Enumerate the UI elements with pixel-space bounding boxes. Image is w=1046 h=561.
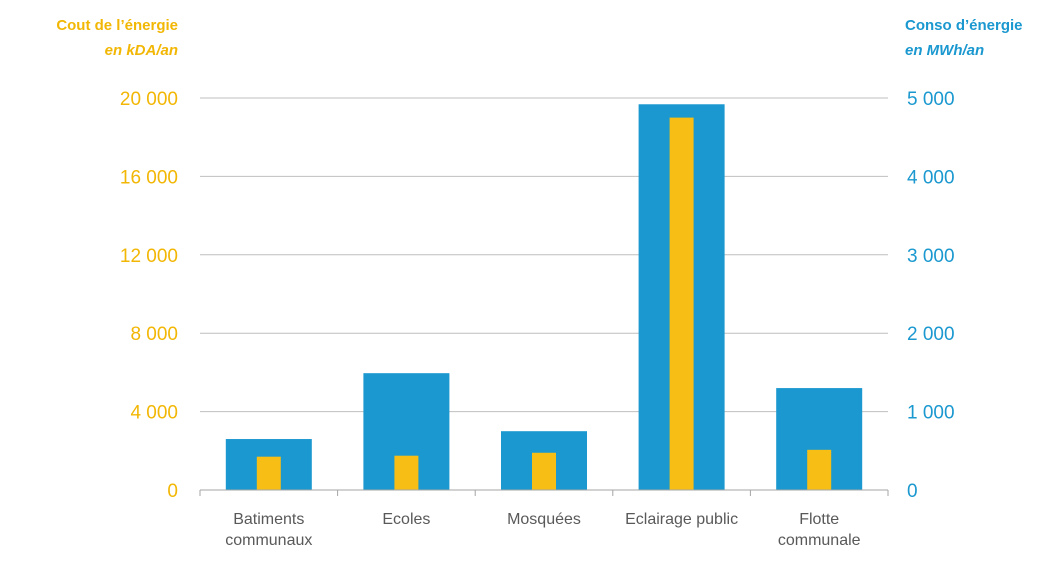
category-label-line: Mosquées (507, 511, 581, 528)
left-tick-label: 12 000 (120, 246, 178, 267)
category-label: Flotte communale (778, 511, 861, 549)
grid-layer (200, 97, 888, 413)
cost-bar (669, 117, 694, 490)
left-tick-label: 0 (167, 481, 178, 502)
category-label-line: Ecoles (382, 511, 430, 528)
right-tick-label: 3 000 (907, 246, 955, 267)
category-label: Batiments communaux (225, 511, 312, 549)
category-label: Mosquées (507, 511, 581, 528)
left-axis-title-line2: en kDA/an (105, 42, 178, 59)
right-tick-label: 5 000 (907, 89, 955, 110)
cost-bar (256, 456, 281, 490)
category-label-line: communaux (225, 532, 312, 549)
left-axis-title-line1: Cout de l’énergie (56, 17, 178, 34)
category-label-line: Eclairage public (625, 511, 738, 528)
category-label-line: communale (778, 532, 861, 549)
right-tick-label: 2 000 (907, 324, 955, 345)
cost-bar (394, 455, 419, 490)
left-tick-label: 4 000 (130, 403, 178, 424)
category-label: Ecoles (382, 511, 430, 528)
left-tick-label: 8 000 (130, 324, 178, 345)
bars-layer (225, 104, 863, 490)
left-tick-label: 20 000 (120, 89, 178, 110)
axis-layer: 0 4 000 8 000 12 000 16 000 20 000 0 1 000 2 000… (120, 89, 955, 549)
cost-bar (807, 449, 832, 490)
right-tick-label: 0 (907, 481, 918, 502)
right-tick-label: 1 000 (907, 403, 955, 424)
right-tick-label: 4 000 (907, 167, 955, 188)
category-label-line: Flotte (799, 511, 839, 528)
cost-bar (532, 452, 556, 490)
left-tick-label: 16 000 (120, 167, 178, 188)
category-label: Eclairage public (625, 511, 738, 528)
right-axis-title-line1: Conso d’énergie (905, 17, 1023, 34)
category-label-line: Batiments (233, 511, 304, 528)
right-axis-title-line2: en MWh/an (905, 42, 984, 59)
